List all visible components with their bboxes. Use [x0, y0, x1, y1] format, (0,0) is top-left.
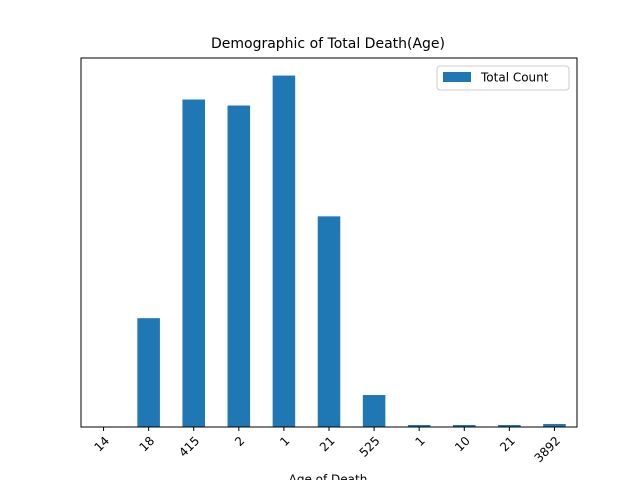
x-tick-label: 10 — [452, 434, 473, 455]
x-axis-label: Age of Death — [289, 473, 368, 481]
x-tick-label: 415 — [176, 434, 202, 460]
x-tick-label: 3892 — [532, 434, 563, 465]
x-tick-label: 2 — [232, 434, 247, 449]
x-tick-label: 525 — [357, 434, 383, 460]
x-tick-label: 1 — [412, 434, 427, 449]
x-tick-label: 21 — [317, 434, 338, 455]
bar — [318, 216, 341, 427]
bar — [363, 395, 386, 427]
x-tick-label: 18 — [137, 434, 158, 455]
legend-swatch — [443, 72, 471, 82]
x-tick-label: 1 — [277, 434, 292, 449]
chart-title: Demographic of Total Death(Age) — [211, 36, 445, 52]
bar — [228, 106, 251, 427]
bar — [137, 318, 160, 427]
bar — [182, 100, 205, 427]
x-tick-label: 14 — [91, 434, 112, 455]
x-tick-label: 21 — [497, 434, 518, 455]
bar — [273, 76, 296, 427]
legend-label: Total Count — [480, 71, 549, 85]
